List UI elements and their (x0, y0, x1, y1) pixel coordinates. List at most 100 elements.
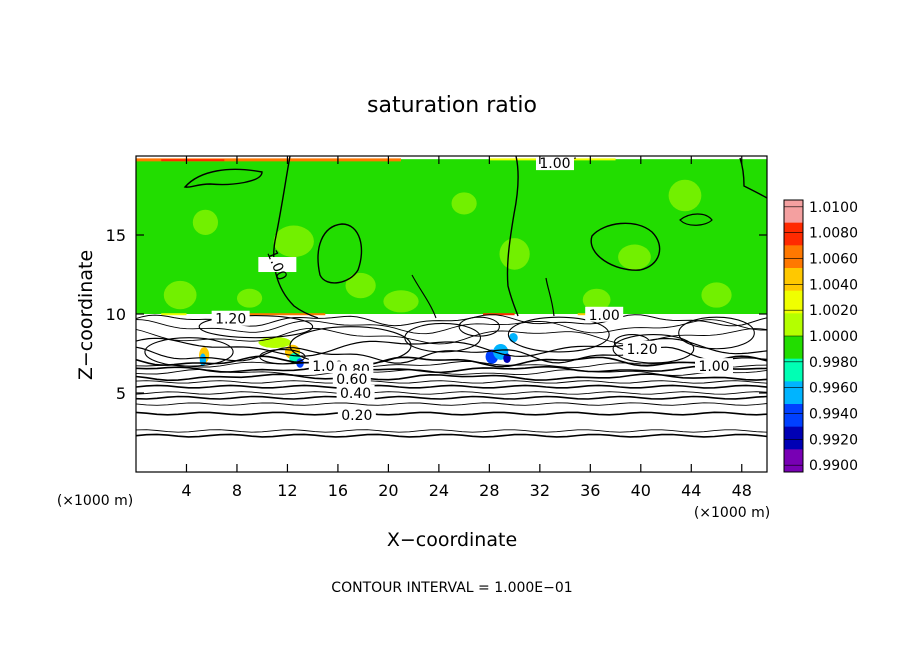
contour-label-bg (337, 407, 376, 423)
boundary-strip (161, 313, 187, 316)
contour-interval-note: CONTOUR INTERVAL = 1.000E−01 (331, 580, 572, 596)
colorbar-label: 1.0080 (809, 226, 858, 242)
contour-line (135, 391, 768, 395)
contour-label-bg (535, 155, 574, 171)
contour-line (135, 429, 768, 433)
contour-line (135, 433, 768, 438)
color-blob (199, 353, 207, 367)
contour-line (183, 168, 263, 188)
contour-label: 0.20 (341, 408, 372, 424)
contour-loop (289, 326, 412, 366)
top-edge-strip (136, 158, 402, 162)
light-patch (236, 288, 263, 308)
x-tick-label: 16 (328, 481, 348, 500)
x-tick-label: 20 (378, 481, 398, 500)
light-patch (345, 272, 376, 299)
colorbar-swatch (784, 222, 803, 246)
colorbar-swatch (784, 313, 803, 337)
contour-loop (458, 316, 500, 337)
contour-line (135, 365, 768, 374)
contour-label: 0.40 (340, 386, 371, 402)
contour-label: 1.20 (626, 342, 657, 358)
colorbar-swatch (784, 358, 803, 382)
contour-loop (259, 349, 306, 365)
colorbar-label: 1.0100 (809, 200, 858, 216)
y-axis-label: Z−coordinate (75, 250, 97, 380)
y-tick-label: 10 (106, 305, 126, 324)
color-blob (508, 332, 518, 343)
contour-loop (404, 322, 482, 353)
contour-line (590, 222, 661, 271)
contour-line (135, 355, 768, 368)
contour-line (135, 319, 767, 335)
x-unit-right: (×1000 m) (694, 505, 770, 521)
contour-label-bg (623, 340, 662, 356)
light-patch (451, 192, 477, 215)
x-tick-label: 44 (681, 481, 701, 500)
x-tick-label: 4 (181, 481, 191, 500)
x-tick-label: 48 (732, 481, 752, 500)
contour-loop (678, 316, 755, 350)
contour-line (135, 337, 768, 358)
contour-label-bg (694, 358, 733, 374)
contour-line (135, 346, 768, 364)
colorbar-swatch (784, 200, 803, 224)
contour-label-layer: 1.001.001.20 1.001.201.001.000.800.600.40… (211, 155, 733, 424)
contour-label-bg (336, 385, 375, 400)
contour-line (739, 157, 768, 199)
colorbar-swatch (784, 426, 803, 450)
x-axis-label: X−coordinate (387, 529, 517, 551)
x-tick-label: 28 (479, 481, 499, 500)
top-edge-strip (161, 159, 225, 162)
x-tick-label: 40 (631, 481, 651, 500)
colorbar-label: 0.9940 (809, 407, 858, 423)
contour-loop (144, 337, 234, 367)
colorbar-swatch (784, 381, 803, 405)
colorbar-label: 0.9960 (809, 381, 858, 397)
light-patch (668, 179, 702, 212)
contour-line (545, 277, 555, 317)
colorbar-swatch (784, 336, 803, 360)
boundary-strip (483, 313, 515, 316)
contour-label: 0.60 (336, 372, 367, 388)
colorbar-label: 1.0020 (809, 303, 858, 319)
contour-label: 1.00 (698, 359, 729, 375)
colorbar-label: 1.0060 (809, 251, 858, 267)
contour-line (135, 373, 768, 382)
colorbar-label: 1.0040 (809, 277, 858, 293)
contour-label-bg (211, 310, 250, 326)
contour-label-bg (332, 370, 371, 386)
contour-loop (507, 316, 610, 353)
x-tick-label: 12 (277, 481, 297, 500)
colorbar-swatch (784, 404, 803, 428)
light-patch (192, 209, 219, 235)
contour-line (135, 411, 768, 416)
plot-area (136, 158, 767, 368)
contour-line (317, 223, 363, 284)
contour-line (135, 402, 768, 406)
colorbar-label: 0.9980 (809, 355, 858, 371)
x-tick-label: 32 (530, 481, 550, 500)
colorbar: 1.0100 1.0080 1.0060 1.0040 1.0020 1.0000 0.99… (783, 199, 858, 474)
light-patch (582, 288, 611, 311)
light-patch (499, 238, 530, 270)
contour-label: 1.00 (589, 308, 620, 324)
colorbar-swatch (784, 268, 803, 292)
x-tick-label: 8 (232, 481, 242, 500)
upper-layer-fill (136, 159, 767, 314)
y-tick-label: 15 (106, 226, 126, 245)
colorbar-swatch (784, 245, 803, 269)
light-patch (273, 225, 314, 258)
colorbar-swatch (784, 449, 803, 473)
contour-line (135, 384, 768, 389)
contour-line (679, 213, 713, 226)
light-patch (383, 290, 419, 313)
colorbar-label: 1.0000 (809, 329, 858, 345)
contour-loop (612, 333, 695, 364)
y-tick-label: 5 (116, 384, 126, 403)
light-patch (701, 282, 732, 308)
color-blob (258, 336, 292, 348)
